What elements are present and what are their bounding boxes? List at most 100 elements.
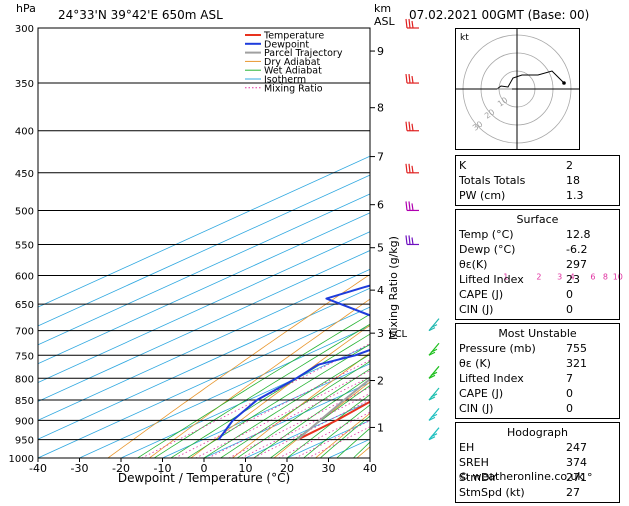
index-label: CAPE (J) bbox=[459, 386, 507, 401]
mu-row: θε (K)321 bbox=[459, 356, 616, 371]
pressure-tick-label: 900 bbox=[15, 416, 34, 427]
wind-barb-flag bbox=[406, 74, 407, 83]
index-value: 247 bbox=[566, 440, 616, 455]
wind-barb-flag bbox=[412, 237, 413, 244]
index-value: 0 bbox=[566, 302, 616, 317]
km-tick-label: 9 bbox=[377, 45, 384, 58]
wind-barb bbox=[406, 74, 419, 83]
wind-barb bbox=[429, 388, 439, 400]
wind-barb-shaft bbox=[429, 428, 439, 440]
surface-row: Temp (°C)12.8 bbox=[459, 227, 616, 242]
index-value: 18 bbox=[566, 173, 616, 188]
most-unstable-title: Most Unstable bbox=[459, 326, 616, 341]
index-label: CIN (J) bbox=[459, 401, 497, 416]
km-tick-label: 8 bbox=[377, 102, 384, 115]
wind-barb-flag bbox=[406, 235, 407, 244]
wind-barb-flag bbox=[412, 21, 413, 28]
pressure-tick-label: 550 bbox=[15, 240, 34, 251]
index-value: 12.8 bbox=[566, 227, 616, 242]
wind-barb bbox=[406, 122, 419, 131]
temperature-tick-label: 40 bbox=[363, 462, 377, 475]
wind-barb-shaft bbox=[429, 408, 439, 420]
wind-barb-flag bbox=[409, 122, 410, 131]
wind-barb-flag bbox=[406, 122, 407, 131]
wind-barb bbox=[429, 408, 439, 420]
temperature-tick-label: -30 bbox=[71, 462, 89, 475]
index-value: 297 bbox=[566, 257, 616, 272]
index-row-pw: PW (cm) 1.3 bbox=[459, 188, 616, 203]
km-tick-label: 2 bbox=[377, 375, 384, 388]
wind-barb-flag bbox=[412, 124, 413, 131]
index-label: CAPE (J) bbox=[459, 287, 507, 302]
credit-link[interactable]: © weatheronline.co.uk bbox=[458, 470, 584, 483]
credit-text: © weatheronline.co.uk bbox=[458, 470, 584, 483]
hodograph-ring-label-10: 10 bbox=[496, 95, 510, 108]
index-value: 7 bbox=[566, 371, 616, 386]
mu-row: CAPE (J) 0 bbox=[459, 386, 616, 401]
wind-barb-flag bbox=[409, 74, 410, 83]
pressure-tick-label: 700 bbox=[15, 327, 34, 338]
wind-barb-shaft bbox=[429, 343, 439, 355]
surface-row: θε(K)297 bbox=[459, 257, 616, 272]
index-label: Lifted Index bbox=[459, 371, 528, 386]
km-tick-label: 3 bbox=[377, 327, 384, 340]
km-axis-label: km bbox=[374, 2, 391, 15]
location-label: 24°33'N 39°42'E 650m ASL bbox=[58, 8, 223, 22]
index-value: 755 bbox=[566, 341, 616, 356]
surface-row: CIN (J) 0 bbox=[459, 302, 616, 317]
surface-row: Dewp (°C)-6.2 bbox=[459, 242, 616, 257]
index-value: 374 bbox=[566, 455, 616, 470]
mu-row: CIN (J) 0 bbox=[459, 401, 616, 416]
index-value: 0 bbox=[566, 401, 616, 416]
most-unstable-section: Most Unstable Pressure (mb)755 θε (K)321… bbox=[455, 323, 620, 419]
wind-barb-flag bbox=[406, 164, 407, 173]
index-label: K bbox=[459, 158, 470, 173]
datetime-label: 07.02.2021 00GMT (Base: 00) bbox=[409, 8, 589, 22]
mu-row: Pressure (mb)755 bbox=[459, 341, 616, 356]
hodo-row: SREH 374 bbox=[459, 455, 616, 470]
wind-barb bbox=[429, 319, 439, 331]
wind-barb-shaft bbox=[429, 319, 439, 331]
index-value: 321 bbox=[566, 356, 616, 371]
pressure-tick-label: 350 bbox=[15, 79, 34, 90]
index-value: 0 bbox=[566, 386, 616, 401]
index-label: Totals Totals bbox=[459, 173, 529, 188]
wind-barb-flag bbox=[409, 201, 410, 210]
wind-barb bbox=[406, 235, 419, 244]
surface-title: Surface bbox=[459, 212, 616, 227]
index-value: 0 bbox=[566, 287, 616, 302]
index-label: PW (cm) bbox=[459, 188, 509, 203]
index-label: CIN (J) bbox=[459, 302, 497, 317]
km-tick-label: 1 bbox=[377, 421, 384, 434]
index-value: 1.3 bbox=[566, 188, 616, 203]
index-label: SREH bbox=[459, 455, 493, 470]
wind-barbs bbox=[406, 19, 439, 440]
surface-section: Surface Temp (°C)12.8 Dewp (°C)-6.2 θε(K… bbox=[455, 209, 620, 320]
pressure-tick-label: 650 bbox=[15, 300, 34, 311]
pressure-tick-label: 800 bbox=[15, 374, 34, 385]
wind-barb bbox=[406, 201, 419, 210]
pressure-tick-label: 850 bbox=[15, 396, 34, 407]
index-label: Lifted Index bbox=[459, 272, 528, 287]
pressure-tick-label: 450 bbox=[15, 169, 34, 180]
wind-barb-flag bbox=[412, 203, 413, 210]
wind-barb-flag bbox=[412, 166, 413, 173]
km-tick-label: 4 bbox=[377, 284, 384, 297]
pressure-tick-label: 950 bbox=[15, 436, 34, 447]
wind-barb-flag bbox=[406, 19, 407, 28]
legend-label: Mixing Ratio bbox=[264, 83, 323, 94]
wind-barb bbox=[429, 343, 439, 355]
index-label: Dewp (°C) bbox=[459, 242, 519, 257]
y-axis-label: hPa bbox=[16, 2, 36, 15]
pressure-tick-label: 600 bbox=[15, 272, 34, 283]
pressure-tick-label: 750 bbox=[15, 351, 34, 362]
hodograph-plot: kt 10 20 30 bbox=[456, 29, 579, 149]
wind-barb bbox=[406, 164, 419, 173]
index-label: StmSpd (kt) bbox=[459, 485, 529, 500]
hodograph-unit: kt bbox=[460, 33, 469, 43]
